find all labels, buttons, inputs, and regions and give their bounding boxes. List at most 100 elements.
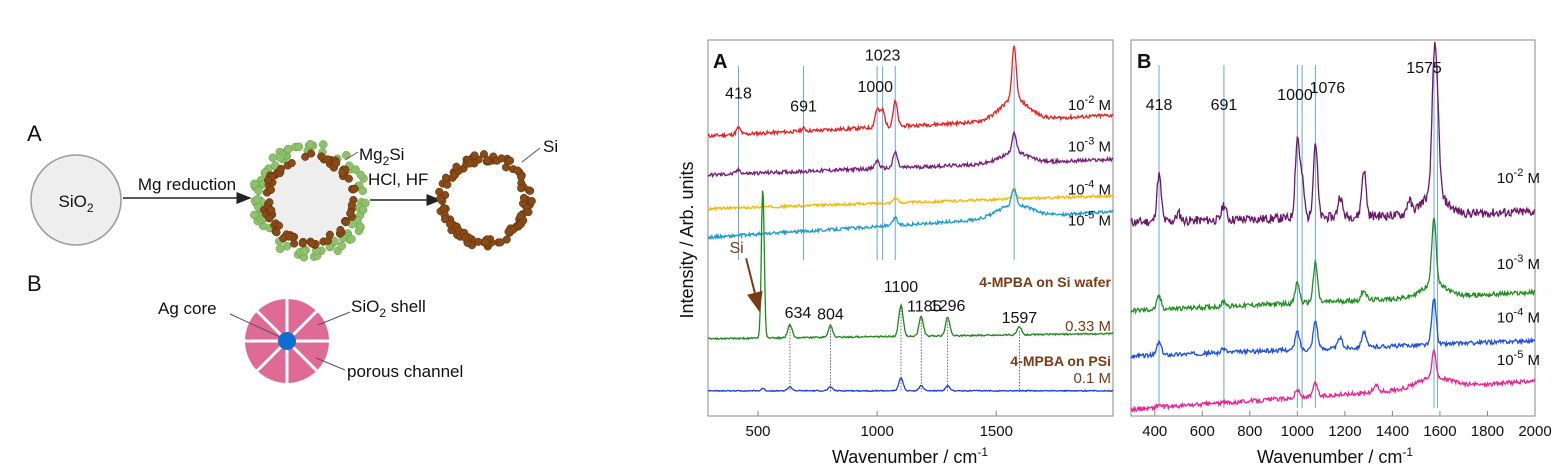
x-tick-label: 1400	[1376, 423, 1409, 440]
si-grain	[279, 234, 288, 243]
wafer-peak-label: 1597	[1002, 310, 1038, 327]
peak-label: 1000	[1277, 87, 1313, 104]
peak-label: 691	[1211, 97, 1238, 114]
peak-label: 1023	[865, 48, 901, 65]
x-tick-label: 1200	[1328, 423, 1361, 440]
x-tick-label: 400	[1142, 423, 1167, 440]
si-grain	[265, 214, 274, 223]
mg2si-particle	[250, 139, 370, 262]
si-grain	[460, 233, 470, 242]
concentration-label: 10-2 M	[1068, 94, 1111, 114]
ag-core-pointer	[229, 313, 281, 338]
concentration-label: 10-2 M	[1497, 167, 1540, 187]
scheme-a: A SiO2 Mg reduction Mg2Si HCl, HF Si	[27, 121, 558, 262]
mg2si-grain	[284, 144, 293, 154]
mg2si-grain	[275, 153, 285, 162]
spectrum-line	[707, 376, 1114, 393]
chart-b-series: 10-2 M 10-3 M 10-4 M 10-5 M	[1130, 41, 1540, 413]
chart-a: A Intensity / Arb. units Wavenumber / cm…	[677, 39, 1114, 467]
si-grain	[470, 151, 479, 160]
mg2si-grain	[294, 142, 304, 152]
si-grain	[298, 239, 307, 248]
si-grain	[347, 201, 356, 210]
chart-b-peak-lines	[1158, 65, 1439, 408]
mg2si-grain	[250, 179, 259, 189]
mg2si-grain	[337, 241, 346, 251]
ag-core	[278, 332, 296, 350]
x-tick-label: 1600	[1423, 423, 1456, 440]
concentration-label: 10-4 M	[1497, 306, 1540, 326]
si-grain	[465, 159, 474, 168]
mg2si-grain	[358, 186, 368, 196]
x-tick-label: 600	[1190, 423, 1215, 440]
wafer-peak-label: 634	[785, 305, 812, 322]
si-grain	[519, 193, 529, 202]
si-grain	[496, 238, 505, 247]
chart-b-xlabel: Wavenumber / cm-1	[1257, 445, 1413, 467]
wafer-peak-label: 1296	[930, 298, 966, 315]
x-tick-label: 1500	[980, 423, 1013, 440]
si-peak-label: Si	[730, 240, 744, 257]
chart-a-peak-lines	[737, 66, 1015, 260]
scheme-b: B Ag core SiO2 shell porous channel	[27, 271, 463, 383]
si-grain	[517, 184, 526, 193]
si-grain	[526, 186, 535, 195]
mg2si-grain	[250, 210, 259, 220]
chart-a-panel-label: A	[713, 51, 727, 73]
si-grain	[338, 168, 347, 177]
mg2si-core	[268, 158, 352, 242]
chart-b-ticks: 400 600 800 1000 1200 1400 1600 1800 2000	[1142, 411, 1552, 440]
si-peak-arrow	[745, 257, 763, 313]
si-grain	[504, 227, 513, 236]
si-grain	[524, 208, 533, 217]
wafer-peak-label: 1100	[884, 279, 919, 296]
si-grain	[272, 228, 281, 237]
concentration-label: 0.1 M	[1073, 370, 1111, 387]
chart-b: B Wavenumber / cm-1 10-2 M10-3 M10-4 M10…	[1130, 39, 1552, 467]
ag-core-label: Ag core	[158, 299, 217, 318]
spectrum-line	[1130, 41, 1536, 228]
si-label: Si	[543, 137, 558, 156]
si-grain	[481, 238, 490, 247]
chart-a-ylabel: Intensity / Arb. units	[677, 161, 697, 318]
mg2si-grain	[299, 247, 309, 256]
scheme-b-panel-label: B	[27, 271, 42, 296]
mg2si-grain	[358, 205, 368, 215]
sio2-shell-label: SiO2 shell	[351, 297, 426, 320]
si-grain	[307, 239, 317, 248]
concentration-label: 10-4 M	[1068, 179, 1111, 199]
peak-label: 418	[1146, 97, 1173, 114]
chart-a-series: 10-2 M 10-3 M 10-4 M 10-5 M 0.33 M 0.1 M	[707, 45, 1114, 393]
x-tick-label: 2000	[1518, 423, 1551, 440]
si-grain	[497, 154, 506, 163]
si-grain	[436, 194, 445, 203]
si-grain	[350, 184, 359, 193]
mg-reduction-label: Mg reduction	[138, 175, 236, 194]
shell-pointer	[317, 311, 351, 326]
mg2si-grain	[254, 186, 263, 196]
sio2-sphere	[30, 154, 122, 246]
chart-b-panel-label: B	[1137, 51, 1151, 73]
si-grain	[325, 230, 334, 239]
si-grain	[344, 174, 353, 183]
mg2si-label: Mg2Si	[359, 145, 404, 168]
spectrum-line	[1130, 348, 1536, 413]
spectrum-line	[707, 187, 1114, 212]
spectrum-line	[707, 188, 1114, 241]
spectrum-line	[1130, 298, 1536, 360]
si-grain	[445, 220, 455, 229]
si-grain	[474, 237, 483, 246]
peak-label: 1076	[1310, 80, 1346, 97]
concentration-label: 10-3 M	[1068, 136, 1111, 156]
spectrum-line	[707, 130, 1113, 179]
si-grain	[440, 215, 450, 224]
spectrum-line	[708, 190, 1114, 341]
si-grain	[266, 185, 275, 194]
wafer-peak-label: 1185	[907, 299, 942, 316]
si-grain	[267, 206, 276, 215]
si-grain	[516, 211, 525, 220]
x-tick-label: 1000	[860, 423, 893, 440]
